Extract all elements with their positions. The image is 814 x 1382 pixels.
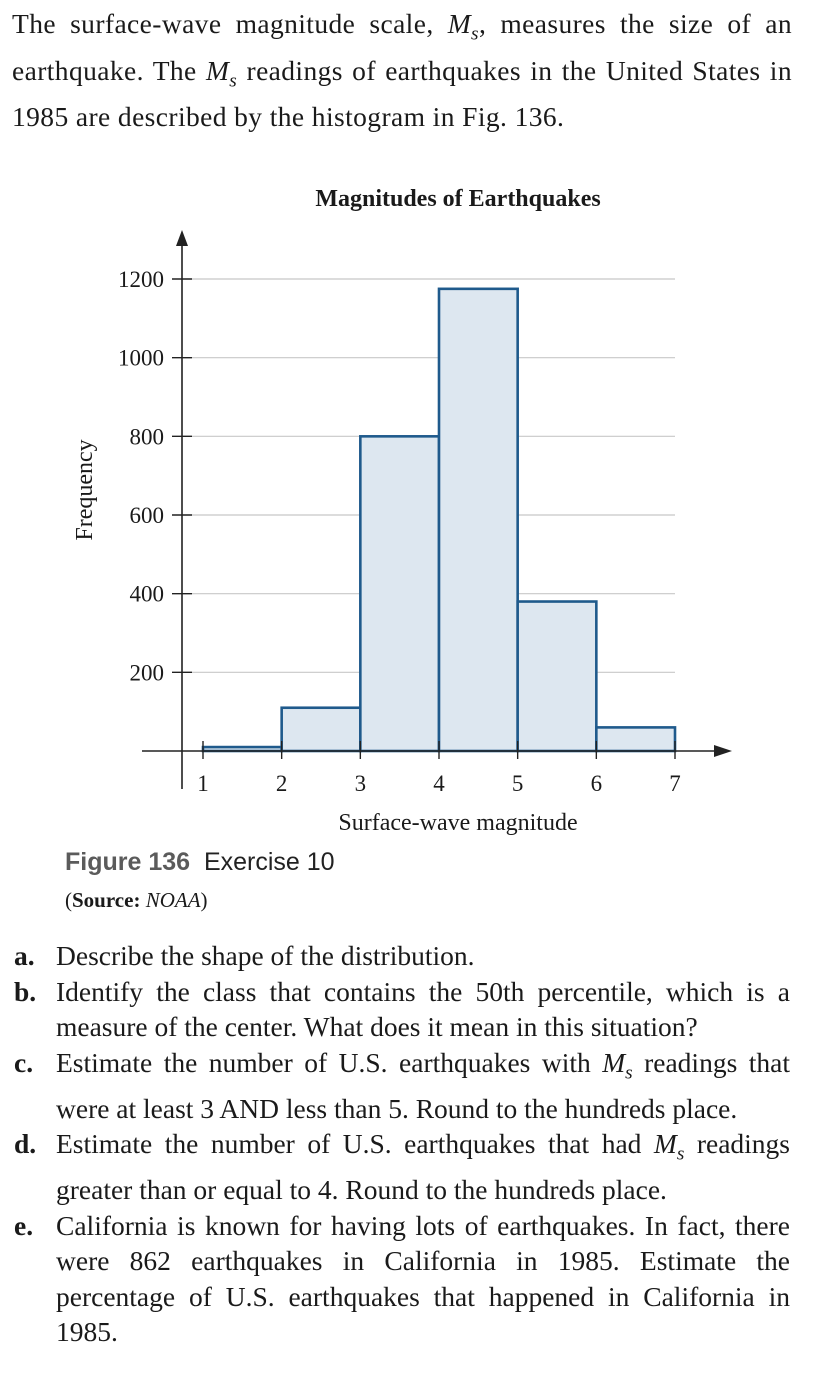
figure-number: Figure 136 [65,848,191,876]
question-c: c. Estimate the number of U.S. earthquake… [14,1046,790,1124]
bars [201,287,677,753]
intro-text-2: , measures the size of an earthquake. Th… [12,8,792,86]
histogram-bar [280,706,362,753]
x-tick-label: 3 [355,771,367,796]
question-d: d. Estimate the number of U.S. earthquake… [14,1128,790,1205]
histogram-chart: Magnitudes of Earthquakes 200 400 600 800 10… [72,186,732,836]
figure-source: (Source: NOAA) [65,888,208,912]
y-axis-arrow [176,230,188,246]
x-tick-label: 4 [433,771,445,796]
histogram-bar [595,726,677,753]
y-tick-label: 1000 [118,346,164,371]
y-tick-label: 1200 [118,267,164,292]
ms-symbol: Ms [653,1128,685,1165]
x-tick-label: 5 [512,771,524,796]
exercise-label: Exercise 10 [203,848,335,876]
intro-text-1: The surface-wave magnitude scale, [12,8,448,39]
histogram-bar [516,600,598,753]
histogram-bar [359,435,441,753]
histogram-bar [437,287,519,753]
y-tick-label: 800 [130,424,165,449]
axes: 200 400 600 800 1000 1200 1 2 3 4 5 6 7 [118,230,732,796]
intro-paragraph: The surface-wave magnitude scale, Ms, me… [12,6,792,135]
y-tick-label: 600 [130,503,165,528]
intro-text-3: readings of earthquakes in the United St… [12,54,792,133]
chart-title: Magnitudes of Earthquakes [315,186,600,212]
source-label: Source: [72,888,141,912]
figure-caption: Figure 136 Exercise 10 [65,848,335,877]
x-axis-arrow [714,745,732,757]
y-tick-label: 400 [130,582,165,607]
x-tick-label: 7 [669,771,681,796]
y-axis-label: Frequency [72,439,98,540]
y-tick-label: 200 [130,660,165,685]
question-b: b. Identify the class that contains the 5… [14,975,790,1043]
question-list: a. Describe the shape of the distribution… [14,938,790,1350]
x-tick-label: 2 [276,771,288,796]
ms-symbol: Ms [205,54,238,92]
question-a: a. Describe the shape of the distribution… [14,940,475,971]
question-e: e. California is known for having lots of… [14,1209,790,1348]
x-axis-label: Surface-wave magnitude [338,810,577,836]
ms-symbol: Ms [602,1046,633,1084]
x-tick-label: 1 [197,771,209,796]
source-value: NOAA [145,888,201,912]
x-tick-label: 6 [591,771,603,796]
ms-symbol: Ms [447,8,479,45]
